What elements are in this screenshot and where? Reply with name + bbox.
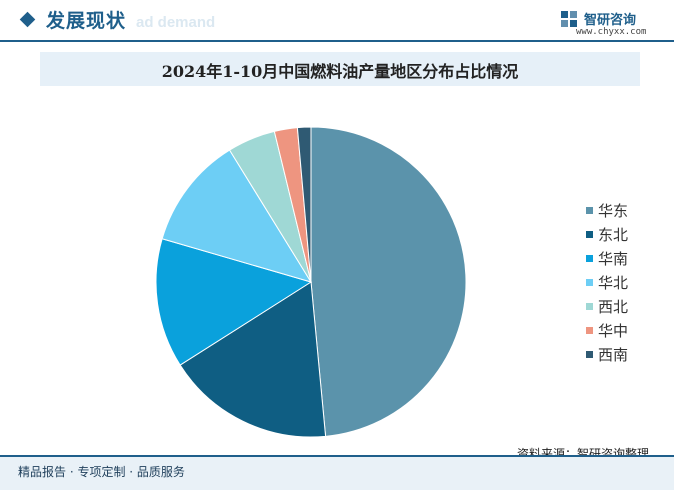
pie-slice-2 <box>179 281 327 438</box>
chart-title-band: 2024年1-10月中国燃料油产量地区分布占比情况 <box>40 52 640 86</box>
legend-item-2: 东北 <box>586 224 666 248</box>
footer-slogan: 精品报告 · 专项定制 · 品质服务 <box>18 465 185 479</box>
footer-divider <box>0 455 674 457</box>
header-divider <box>0 40 674 42</box>
legend-swatch <box>586 279 593 286</box>
pie-slice-4 <box>161 149 313 283</box>
legend-label: 西南 <box>598 346 629 364</box>
legend-label: 华北 <box>598 274 629 292</box>
legend-item-7: 西南 <box>586 344 666 368</box>
chart-title: 2024年1-10月中国燃料油产量地区分布占比情况 <box>161 62 519 81</box>
legend-item-6: 华中 <box>586 320 666 344</box>
pie-slice-7 <box>296 126 312 283</box>
legend-item-4: 华北 <box>586 272 666 296</box>
legend-swatch <box>586 255 593 262</box>
legend-item-1: 华东 <box>586 200 666 224</box>
pie-slice-1 <box>310 126 467 437</box>
legend-label: 华中 <box>598 322 629 340</box>
page-header: 发展现状 ad demand 智研咨询 www.chyxx.com <box>0 0 674 44</box>
legend-label: 西北 <box>598 298 629 316</box>
brand-mark-icon <box>561 11 577 27</box>
pie-slice-3 <box>155 238 313 366</box>
legend-label: 东北 <box>598 226 629 244</box>
section-subtitle: ad demand <box>136 14 216 31</box>
page-footer: 精品报告 · 专项定制 · 品质服务 <box>0 457 674 490</box>
legend-label: 华东 <box>598 202 629 220</box>
legend-label: 华南 <box>598 250 629 268</box>
legend-swatch <box>586 327 593 334</box>
chart-legend: 华东东北华南华北西北华中西南 <box>586 200 666 368</box>
section-title: 发展现状 <box>46 10 127 32</box>
legend-item-3: 华南 <box>586 248 666 272</box>
brand-url: www.chyxx.com <box>576 27 647 37</box>
brand-name: 智研咨询 <box>584 13 637 28</box>
legend-swatch <box>586 231 593 238</box>
legend-swatch <box>586 207 593 214</box>
legend-swatch <box>586 351 593 358</box>
legend-swatch <box>586 303 593 310</box>
legend-item-5: 西北 <box>586 296 666 320</box>
